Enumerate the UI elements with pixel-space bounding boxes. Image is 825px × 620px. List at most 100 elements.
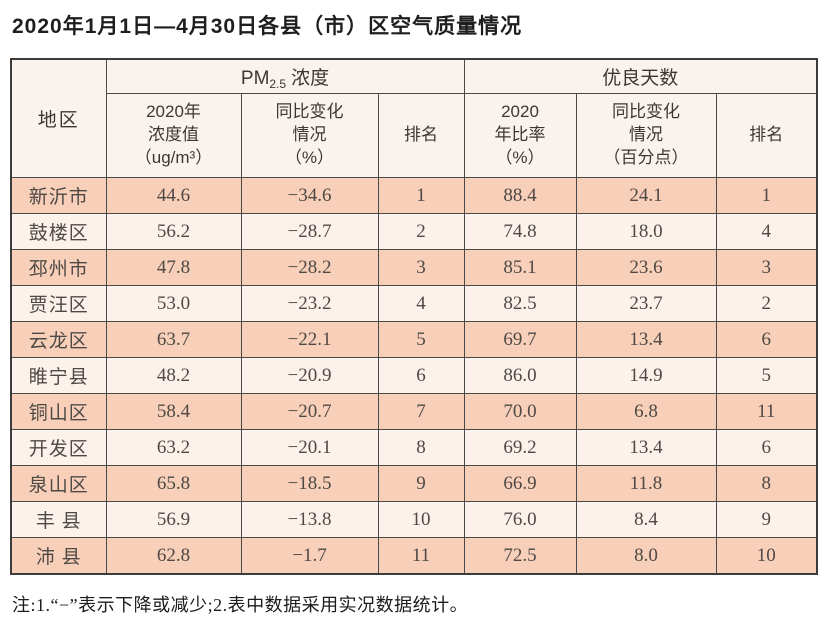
pm-change-cell: −23.2 (240, 285, 379, 322)
days-rate-cell: 85.1 (463, 249, 577, 286)
table-row: 贾汪区 53.0 −23.2 4 82.5 23.7 2 (10, 285, 818, 322)
days-change-cell: 8.4 (575, 501, 717, 538)
pm-rank-cell: 10 (377, 501, 465, 538)
pm-value-cell: 58.4 (105, 393, 242, 430)
days-change-cell: 24.1 (575, 177, 717, 214)
header-group-row: 地区 PM2.5 浓度 优良天数 (10, 58, 818, 178)
pm-rank-cell: 2 (377, 213, 465, 250)
pm-value-cell: 63.7 (105, 321, 242, 358)
pm-rank-cell: 5 (377, 321, 465, 358)
days-rank-cell: 9 (715, 501, 818, 538)
days-change-cell: 13.4 (575, 321, 717, 358)
pm-value-cell: 56.2 (105, 213, 242, 250)
region-cell: 鼓楼区 (10, 213, 107, 250)
days-rate-cell: 82.5 (463, 285, 577, 322)
pm-value-cell: 65.8 (105, 465, 242, 502)
page-title: 2020年1月1日—4月30日各县（市）区空气质量情况 (12, 15, 523, 38)
header-sub-row: 2020年 浓度值 （ug/m³） 同比变化 情况 （%） 排名 2020 年比… (11, 93, 818, 178)
header-pm-value: 2020年 浓度值 （ug/m³） (105, 93, 242, 178)
pm-label-main: PM (240, 67, 270, 89)
days-rank-cell: 8 (715, 465, 818, 502)
days-rank-cell: 6 (715, 321, 818, 358)
region-cell: 丰 县 (10, 501, 107, 538)
pm-change-cell: −20.9 (240, 357, 379, 394)
header-pm-change: 同比变化 情况 （%） (240, 93, 379, 178)
days-change-cell: 14.9 (575, 357, 717, 394)
region-cell: 贾汪区 (10, 285, 107, 322)
pm-value-cell: 48.2 (105, 357, 242, 394)
days-rank-cell: 10 (715, 537, 818, 575)
pm-change-cell: −28.2 (240, 249, 379, 286)
region-cell: 睢宁县 (10, 357, 107, 394)
pm-change-cell: −34.6 (240, 177, 379, 214)
region-cell: 新沂市 (10, 177, 107, 214)
pm-change-cell: −1.7 (240, 537, 379, 575)
days-rate-cell: 69.2 (463, 429, 577, 466)
days-rate-cell: 86.0 (463, 357, 577, 394)
pm-rank-cell: 11 (377, 537, 465, 575)
table-row: 邳州市 47.8 −28.2 3 85.1 23.6 3 (10, 249, 818, 286)
table-body: 新沂市 44.6 −34.6 1 88.4 24.1 1 鼓楼区 56.2 −28.7 2 74.8 1… (10, 177, 818, 575)
pm-change-cell: −20.7 (240, 393, 379, 430)
pm-change-cell: −22.1 (240, 321, 379, 358)
days-rank-cell: 5 (715, 357, 818, 394)
pm-value-cell: 47.8 (105, 249, 242, 286)
pm-rank-cell: 9 (377, 465, 465, 502)
pm-change-cell: −28.7 (240, 213, 379, 250)
table-row: 云龙区 63.7 −22.1 5 69.7 13.4 6 (10, 321, 818, 358)
days-rate-cell: 66.9 (463, 465, 577, 502)
days-rate-cell: 70.0 (463, 393, 577, 430)
days-rate-cell: 69.7 (463, 321, 577, 358)
days-rate-cell: 76.0 (463, 501, 577, 538)
days-change-cell: 13.4 (575, 429, 717, 466)
days-change-cell: 18.0 (575, 213, 717, 250)
region-cell: 邳州市 (10, 249, 107, 286)
days-change-cell: 23.7 (575, 285, 717, 322)
region-cell: 铜山区 (10, 393, 107, 430)
region-cell: 泉山区 (10, 465, 107, 502)
days-rank-cell: 1 (715, 177, 818, 214)
pm-label-subscript: 2.5 (269, 76, 287, 91)
pm-change-cell: −20.1 (240, 429, 379, 466)
header-days-rate: 2020 年比率 （%） (463, 93, 577, 178)
region-cell: 云龙区 (10, 321, 107, 358)
pm-value-cell: 62.8 (105, 537, 242, 575)
table-row: 泉山区 65.8 −18.5 9 66.9 11.8 8 (10, 465, 818, 502)
header-region: 地区 (10, 58, 107, 178)
footnote: 注:1.“−”表示下降或减少;2.表中数据采用实况数据统计。 (12, 595, 469, 615)
days-rank-cell: 3 (715, 249, 818, 286)
pm-value-cell: 63.2 (105, 429, 242, 466)
pm-rank-cell: 6 (377, 357, 465, 394)
table-row: 丰 县 56.9 −13.8 10 76.0 8.4 9 (10, 501, 818, 538)
header-group-pm25: PM2.5 浓度 (105, 58, 465, 94)
table-header: 地区 PM2.5 浓度 优良天数 2020年 浓度值 （ug/m³） 同比变化 情… (10, 58, 818, 178)
pm-rank-cell: 3 (377, 249, 465, 286)
header-pm-rank: 排名 (377, 93, 465, 178)
pm-rank-cell: 4 (377, 285, 465, 322)
days-change-cell: 23.6 (575, 249, 717, 286)
table-row: 新沂市 44.6 −34.6 1 88.4 24.1 1 (10, 177, 818, 214)
table-row: 睢宁县 48.2 −20.9 6 86.0 14.9 5 (10, 357, 818, 394)
days-rate-cell: 88.4 (463, 177, 577, 214)
pm-value-cell: 53.0 (105, 285, 242, 322)
pm-rank-cell: 8 (377, 429, 465, 466)
table-row: 鼓楼区 56.2 −28.7 2 74.8 18.0 4 (10, 213, 818, 250)
region-cell: 开发区 (10, 429, 107, 466)
pm-change-cell: −18.5 (240, 465, 379, 502)
pm-rank-cell: 1 (377, 177, 465, 214)
days-rank-cell: 11 (715, 393, 818, 430)
region-cell: 沛 县 (10, 537, 107, 575)
days-rate-cell: 74.8 (463, 213, 577, 250)
days-rank-cell: 4 (715, 213, 818, 250)
header-days-change: 同比变化 情况 （百分点） (575, 93, 717, 178)
days-rate-cell: 72.5 (463, 537, 577, 575)
air-quality-table: 地区 PM2.5 浓度 优良天数 2020年 浓度值 （ug/m³） 同比变化 情… (10, 58, 819, 575)
days-change-cell: 8.0 (575, 537, 717, 575)
pm-change-cell: −13.8 (240, 501, 379, 538)
table-row: 开发区 63.2 −20.1 8 69.2 13.4 6 (10, 429, 818, 466)
pm-label-rest: 浓度 (291, 67, 330, 89)
days-change-cell: 11.8 (575, 465, 717, 502)
pm-value-cell: 44.6 (105, 177, 242, 214)
table-row: 铜山区 58.4 −20.7 7 70.0 6.8 11 (10, 393, 818, 430)
